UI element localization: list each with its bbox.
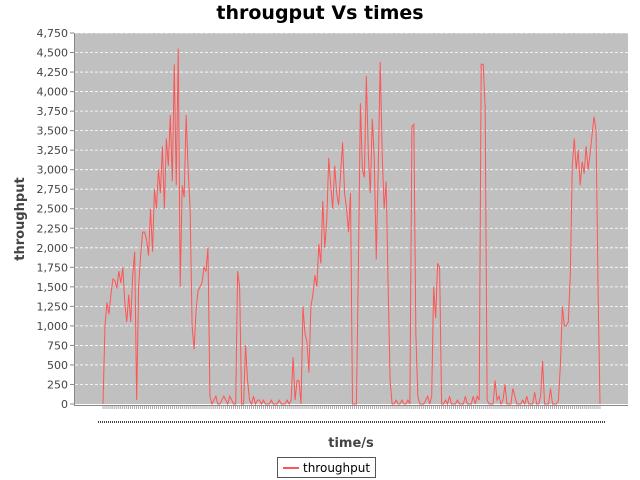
y-axis-ticks: 0 250 500 750 1,000 1,250 1,500 1,750 2,000 2,250… (37, 27, 74, 411)
legend-label: throughput (303, 460, 371, 475)
y-tick-label: 3,750 (37, 105, 69, 118)
y-tick-label: 1,500 (37, 281, 69, 294)
y-tick-label: 3,000 (37, 164, 69, 177)
y-tick-label: 250 (47, 378, 68, 391)
y-tick-label: 1,000 (37, 320, 69, 333)
y-tick-label: 750 (47, 339, 68, 352)
y-tick-label: 2,000 (37, 242, 69, 255)
y-tick-label: 500 (47, 359, 68, 372)
y-tick-label: 4,750 (37, 27, 69, 40)
y-tick-label: 1,250 (37, 300, 69, 313)
y-tick-label: 3,500 (37, 125, 69, 138)
y-axis-title: throughput (13, 177, 28, 260)
y-tick-label: 2,500 (37, 203, 69, 216)
y-tick-label: 1,750 (37, 261, 69, 274)
legend-swatch (283, 466, 299, 469)
y-tick-label: 2,250 (37, 222, 69, 235)
y-tick-label: 4,000 (37, 86, 69, 99)
x-axis-title: time/s (328, 436, 374, 451)
series-throughput-line (102, 48, 601, 406)
y-tick-label: 4,250 (37, 66, 69, 79)
y-tick-label: 2,750 (37, 183, 69, 196)
chart-title: througput Vs times (216, 2, 424, 24)
legend: throughput (277, 457, 377, 478)
y-tick-label: 0 (61, 398, 68, 411)
y-tick-label: 4,500 (37, 47, 69, 60)
y-tick-label: 3,250 (37, 144, 69, 157)
